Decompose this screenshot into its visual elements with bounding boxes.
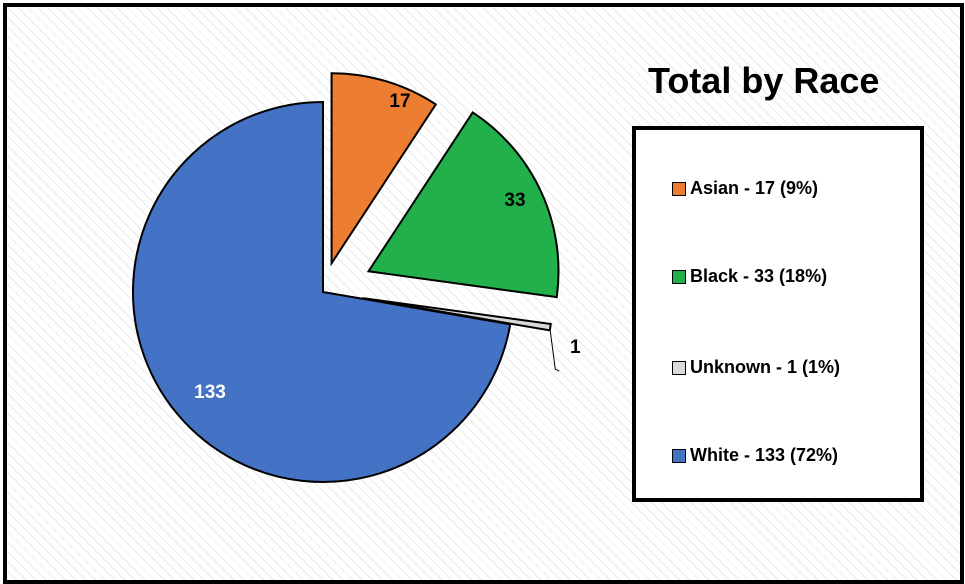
data-label-unknown: 1	[570, 337, 581, 358]
pie-slice-white	[132, 100, 512, 483]
legend-item-unknown: Unknown - 1 (1%)	[672, 357, 840, 378]
legend-swatch-white	[672, 448, 686, 463]
pie-slice-black	[366, 111, 560, 299]
legend-swatch-asian	[672, 181, 686, 196]
legend-item-white: White - 133 (72%)	[672, 445, 838, 466]
legend-swatch-black	[672, 269, 686, 284]
legend-label-black: Black - 33 (18%)	[690, 266, 828, 286]
data-label-black: 33	[504, 190, 525, 211]
legend-item-black: Black - 33 (18%)	[672, 266, 827, 287]
data-label-asian: 17	[389, 91, 410, 112]
legend-label-white: White - 133 (72%)	[690, 445, 839, 465]
legend: Asian - 17 (9%) Black - 33 (18%) Unknown…	[632, 126, 924, 502]
chart-title: Total by Race	[648, 60, 880, 101]
legend-label-unknown: Unknown - 1 (1%)	[690, 357, 841, 377]
leader-line-unknown	[549, 331, 560, 372]
legend-item-asian: Asian - 17 (9%)	[672, 178, 818, 199]
legend-label-asian: Asian - 17 (9%)	[690, 178, 819, 198]
pie-slice-asian	[330, 72, 438, 267]
legend-swatch-unknown	[672, 360, 686, 375]
data-label-white: 133	[194, 382, 226, 403]
